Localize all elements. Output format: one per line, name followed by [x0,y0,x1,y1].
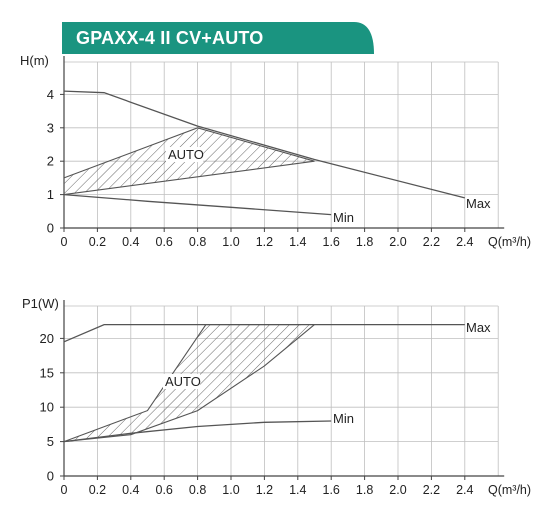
power-min-label: Min [333,411,354,426]
x-tick-label: 1.4 [289,235,306,249]
y-tick-label: 10 [40,400,54,415]
y-tick-label: 3 [47,120,54,135]
auto-label-background [163,374,200,389]
y-tick-label: 5 [47,434,54,449]
x-tick-label: 0 [61,235,68,249]
x-axis-label: Q(m³/h) [488,235,531,249]
head-min-curve [63,193,332,216]
power-min-curve [63,420,332,443]
head-min-label: Min [333,210,354,225]
x-tick-label: 0.2 [89,235,106,249]
x-tick-label: 1.4 [289,483,306,497]
auto-label: AUTO [168,147,204,162]
x-tick-label: 1.2 [256,235,273,249]
y-axis-label: P1(W) [22,296,59,311]
x-tick-label: 1.6 [323,483,340,497]
y-tick-label: 0 [47,221,54,236]
y-tick-label: 15 [40,365,54,380]
auto-region-boundary [63,324,207,443]
title-banner [62,22,374,54]
x-tick-label: 0.8 [189,483,206,497]
x-tick-label: 0 [61,483,68,497]
x-tick-label: 2.0 [389,235,406,249]
x-tick-label: 0.4 [122,483,139,497]
x-tick-label: 2.0 [389,483,406,497]
x-tick-label: 0.4 [122,235,139,249]
x-tick-label: 1.2 [256,483,273,497]
auto-label: AUTO [165,374,201,389]
y-tick-label: 4 [47,87,54,102]
x-tick-label: 1.6 [323,235,340,249]
y-tick-label: 2 [47,154,54,169]
y-axis-label: H(m) [20,53,49,68]
auto-region-boundary [63,127,315,179]
x-tick-label: 2.2 [423,235,440,249]
auto-label-background [166,147,203,162]
x-tick-label: 0.2 [89,483,106,497]
x-tick-label: 2.4 [456,483,473,497]
auto-region-boundary [63,324,315,443]
x-tick-label: 0.6 [156,235,173,249]
y-tick-label: 0 [47,469,54,484]
x-tick-label: 2.2 [423,483,440,497]
power-max-curve [63,323,465,343]
x-tick-label: 0.8 [189,235,206,249]
x-tick-label: 1.8 [356,483,373,497]
head-max-curve [63,90,465,199]
y-tick-label: 20 [40,331,54,346]
head-max-label: Max [466,196,491,211]
power-max-label: Max [466,320,491,335]
power-curve-chart: 0 5 10 15 20 0 0.2 0.4 0.6 0.8 1.0 1.2 1.4 1.6 1.8 2.0 2… [22,296,531,497]
x-tick-label: 1.0 [222,235,239,249]
x-axis-label: Q(m³/h) [488,483,531,497]
page-title: GPAXX-4 II CV+AUTO [76,28,264,48]
head-curve-chart: 0 1 2 3 4 0 0.2 0.4 0.6 0.8 1.0 1.2 1.4 1.6 1.8 2.0 2.2 2… [20,53,531,249]
x-tick-label: 1.8 [356,235,373,249]
x-tick-label: 2.4 [456,235,473,249]
x-tick-label: 0.6 [156,483,173,497]
auto-region-boundary [63,160,315,196]
y-tick-label: 1 [47,187,54,202]
x-tick-label: 1.0 [222,483,239,497]
